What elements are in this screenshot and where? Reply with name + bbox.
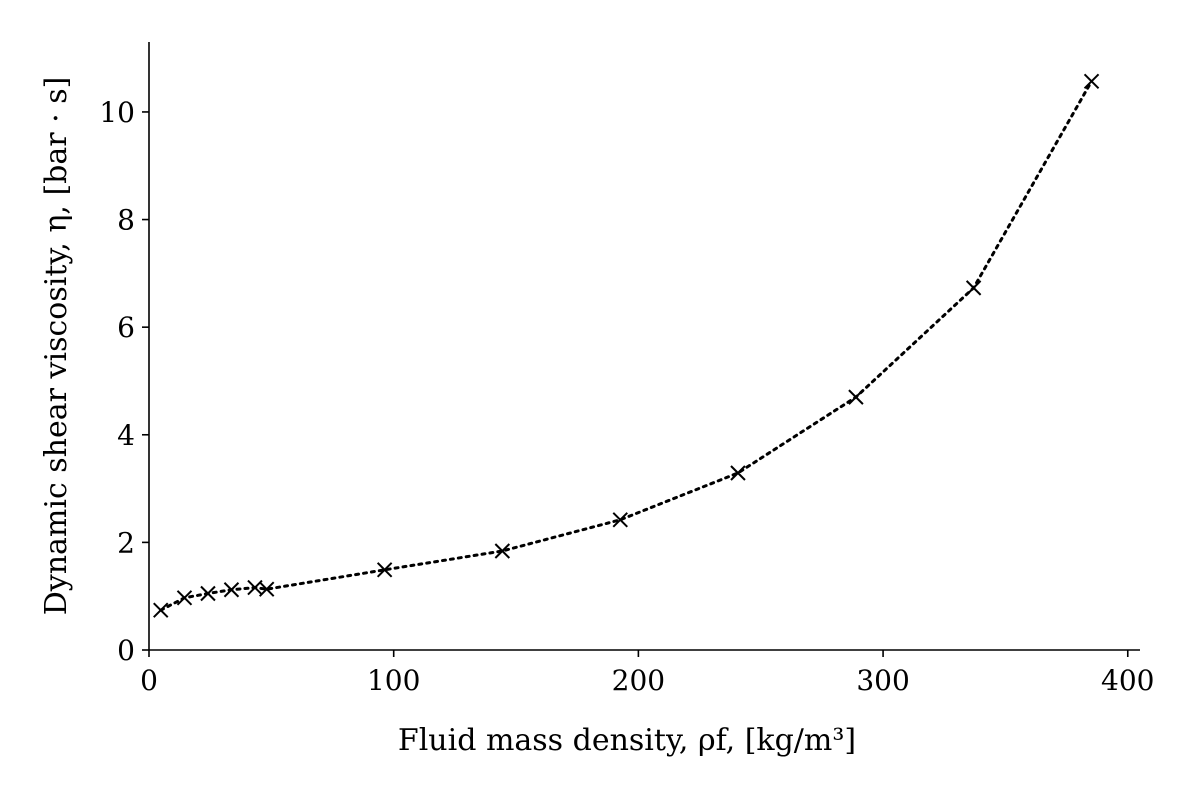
data-point-mark: [730, 465, 746, 481]
data-point-mark: [200, 585, 216, 602]
x-tick-label-100: 100: [367, 664, 420, 697]
x-tick-label-200: 200: [612, 664, 665, 697]
y-tick-label-6: 6: [117, 311, 135, 344]
data-point-11: [965, 280, 982, 296]
data-point-7: [494, 543, 511, 559]
data-point-mark: [1083, 73, 1100, 89]
x-tick-label-400: 400: [1101, 664, 1154, 697]
data-point-5: [258, 581, 275, 597]
x-axis-label: Fluid mass density, ρf, [kg/m³]: [398, 723, 856, 758]
data-point-3: [223, 582, 240, 598]
series-0-line: [159, 79, 1094, 612]
data-point-10: [848, 389, 864, 405]
data-point-9: [730, 465, 746, 481]
y-tick-label-2: 2: [117, 526, 135, 559]
y-tick-label-8: 8: [117, 204, 135, 237]
data-point-2: [200, 585, 216, 602]
y-tick-label-4: 4: [117, 419, 135, 452]
y-tick-label-10: 10: [99, 96, 135, 129]
data-point-8: [612, 512, 628, 528]
data-point-mark: [376, 562, 393, 578]
x-tick-label-300: 300: [856, 664, 909, 697]
data-point-0: [153, 602, 169, 618]
data-point-mark: [223, 582, 240, 598]
data-point-mark: [848, 389, 864, 405]
data-point-mark: [494, 543, 511, 559]
y-tick-label-0: 0: [117, 634, 135, 667]
data-point-mark: [258, 581, 275, 597]
data-point-12: [1083, 73, 1100, 89]
data-point-mark: [153, 602, 169, 618]
y-axis-label: Dynamic shear viscosity, η, [bar · s]: [39, 77, 74, 616]
series-layer: [153, 73, 1100, 618]
data-point-mark: [612, 512, 628, 528]
data-point-1: [176, 590, 193, 606]
data-point-mark: [176, 590, 193, 606]
data-point-6: [376, 562, 393, 578]
axes: 0 100 200 300 400 0 2 4 6 8 10: [99, 42, 1154, 697]
data-point-mark: [965, 280, 982, 296]
x-tick-label-0: 0: [140, 664, 158, 697]
